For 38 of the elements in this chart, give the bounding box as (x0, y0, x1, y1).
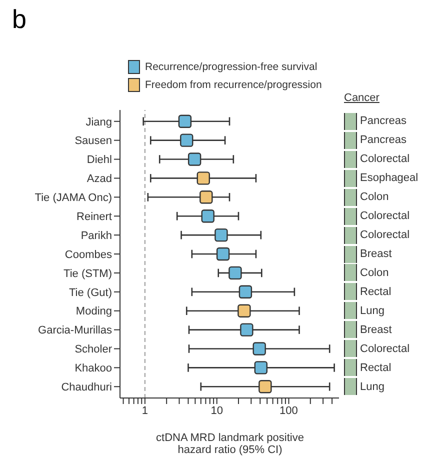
y-tick-label: Sausen (74, 135, 112, 148)
text: Pancreas (360, 115, 406, 128)
y-tick-label: Tie (JAMA Onc) (34, 192, 112, 204)
x-axis-title: ctDNA MRD landmark positive hazard ratio (95% CI) (155, 432, 305, 456)
text: Rectal (360, 286, 392, 298)
y-tick-label: Coombes (64, 248, 112, 261)
chart-title: b (12, 4, 26, 35)
y-tick-label: Reinert (76, 211, 112, 224)
text: Colorectal (360, 153, 410, 166)
y-tick-label: Tie (STM) (64, 268, 112, 280)
text: Colon (360, 266, 389, 279)
text: Breast (360, 248, 392, 260)
y-tick-label: Diehl (86, 154, 112, 166)
text: Colon (360, 191, 389, 204)
y-tick-label: Azad (86, 173, 112, 186)
text: Colorectal (360, 210, 410, 222)
text: Rectal (360, 362, 392, 374)
y-tick-label: Tie (Gut) (69, 286, 112, 299)
text: Colorectal (360, 342, 410, 355)
y-tick-label: Scholer (74, 344, 112, 356)
x-tick-label: 1 (142, 404, 148, 417)
y-tick-label: Jiang (86, 116, 112, 128)
text: Esophageal (360, 172, 418, 184)
y-tick-label: Parikh (80, 230, 112, 242)
text: Lung (360, 304, 384, 317)
y-tick-label: Khakoo (74, 362, 112, 375)
text: Breast (360, 324, 392, 336)
legend-title: Cancer (344, 92, 380, 104)
y-tick-label: Moding (76, 306, 112, 318)
legend-label: Recurrence/progression-free survival (145, 61, 318, 73)
text: Lung (360, 380, 384, 393)
x-tick-label: 100 (280, 404, 298, 417)
legend-label: Freedom from recurrence/progression (145, 79, 322, 91)
text: Pancreas (360, 134, 406, 146)
y-tick-label: Chaudhuri (61, 382, 112, 394)
y-tick-label: Garcia-Murillas (38, 324, 112, 337)
x-tick-label: 10 (210, 404, 223, 417)
text: Colorectal (360, 229, 410, 242)
